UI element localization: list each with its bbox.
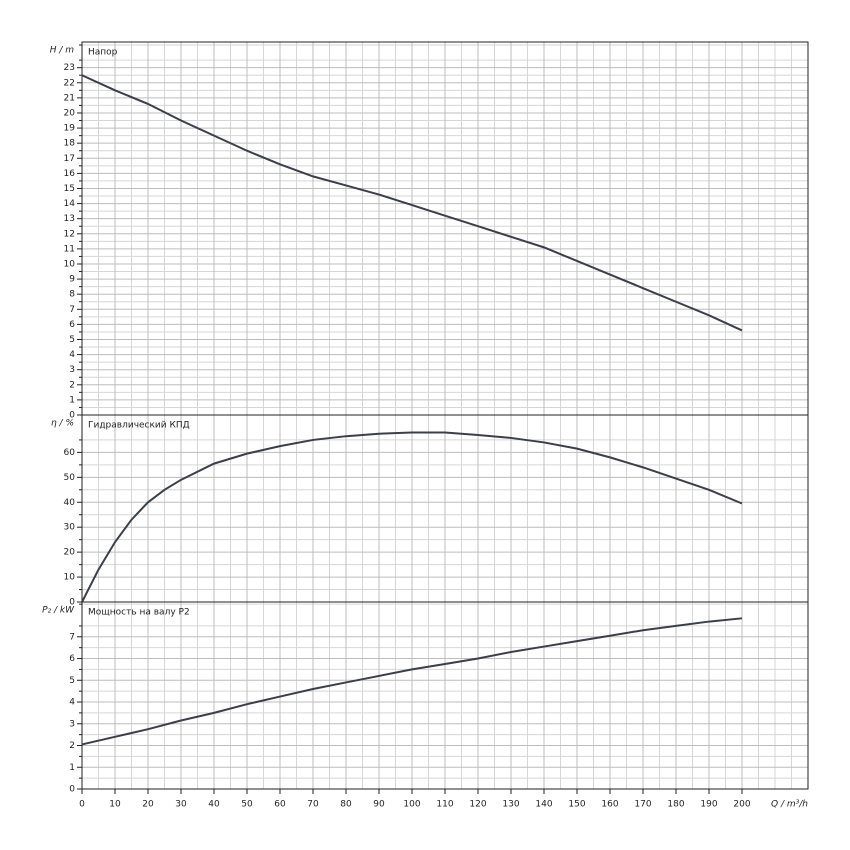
y-tick-label: 19 [64,124,76,134]
x-tick-label: 190 [700,800,717,810]
y-tick-label: 1 [69,395,75,405]
x-tick-label: 40 [208,800,220,810]
x-tick-label: 150 [568,800,585,810]
x-tick-label: 130 [502,800,519,810]
y-tick-label: 15 [64,184,75,194]
y-tick-label: 10 [64,573,76,583]
y-tick-label: 20 [64,548,76,558]
curve [81,617,743,746]
y-tick-label: 6 [69,654,75,664]
y-tick-label: 0 [69,598,75,608]
y-tick-label: 4 [69,698,75,708]
y-tick-label: 0 [69,785,75,795]
y-tick-label: 30 [64,523,76,533]
panel-title: Гидравлический КПД [88,421,190,431]
x-tick-label: 50 [241,800,253,810]
y-tick-label: 6 [69,320,75,330]
x-tick-label: 30 [175,800,187,810]
y-tick-label: 16 [64,169,76,179]
y-tick-label: 2 [69,380,75,390]
y-tick-label: 0 [69,411,75,421]
y-tick-label: 2 [69,741,75,751]
x-tick-label: 0 [79,800,85,810]
y-tick-label: 10 [64,259,76,269]
x-tick-label: 170 [634,800,651,810]
panel-title: Напор [88,48,118,58]
curve [81,431,743,603]
y-tick-label: 9 [69,275,75,285]
x-tick-label: 160 [601,800,618,810]
y-tick-label: 20 [64,108,76,118]
x-tick-label: 70 [307,800,319,810]
x-tick-label: 140 [535,800,552,810]
y-tick-label: 4 [69,350,75,360]
y-tick-label: 3 [69,719,75,729]
x-tick-label: 200 [733,800,750,810]
x-tick-label: 180 [667,800,684,810]
y-tick-label: 17 [64,154,75,164]
y-axis-label: H / m [50,46,75,56]
y-tick-label: 21 [64,93,75,103]
y-tick-label: 7 [69,632,75,642]
y-axis-label: P₂ / kW [42,606,75,616]
y-tick-label: 3 [69,365,75,375]
y-tick-label: 5 [69,335,75,345]
y-tick-label: 13 [64,214,75,224]
x-tick-label: 80 [340,800,352,810]
x-tick-label: 60 [274,800,286,810]
x-tick-label: 20 [142,800,154,810]
y-tick-label: 8 [69,290,75,300]
x-tick-label: 100 [403,800,420,810]
y-tick-label: 7 [69,305,75,315]
y-tick-label: 60 [64,448,76,458]
x-tick-label: 120 [469,800,486,810]
y-tick-label: 23 [64,63,75,73]
x-tick-label: 110 [436,800,453,810]
y-tick-label: 5 [69,676,75,686]
y-tick-label: 22 [64,78,75,88]
x-axis-label: Q / m³/h [771,800,808,810]
y-tick-label: 40 [64,498,76,508]
y-tick-label: 11 [64,244,75,254]
y-tick-label: 50 [64,473,76,483]
y-tick-label: 12 [64,229,75,239]
y-tick-label: 1 [69,763,75,773]
y-tick-label: 14 [64,199,76,209]
panel-title: Мощность на валу P2 [88,608,190,618]
y-axis-label: η / % [51,419,74,429]
x-tick-label: 90 [373,800,385,810]
curve [81,74,743,332]
x-tick-label: 10 [109,800,121,810]
y-tick-label: 18 [64,139,76,149]
